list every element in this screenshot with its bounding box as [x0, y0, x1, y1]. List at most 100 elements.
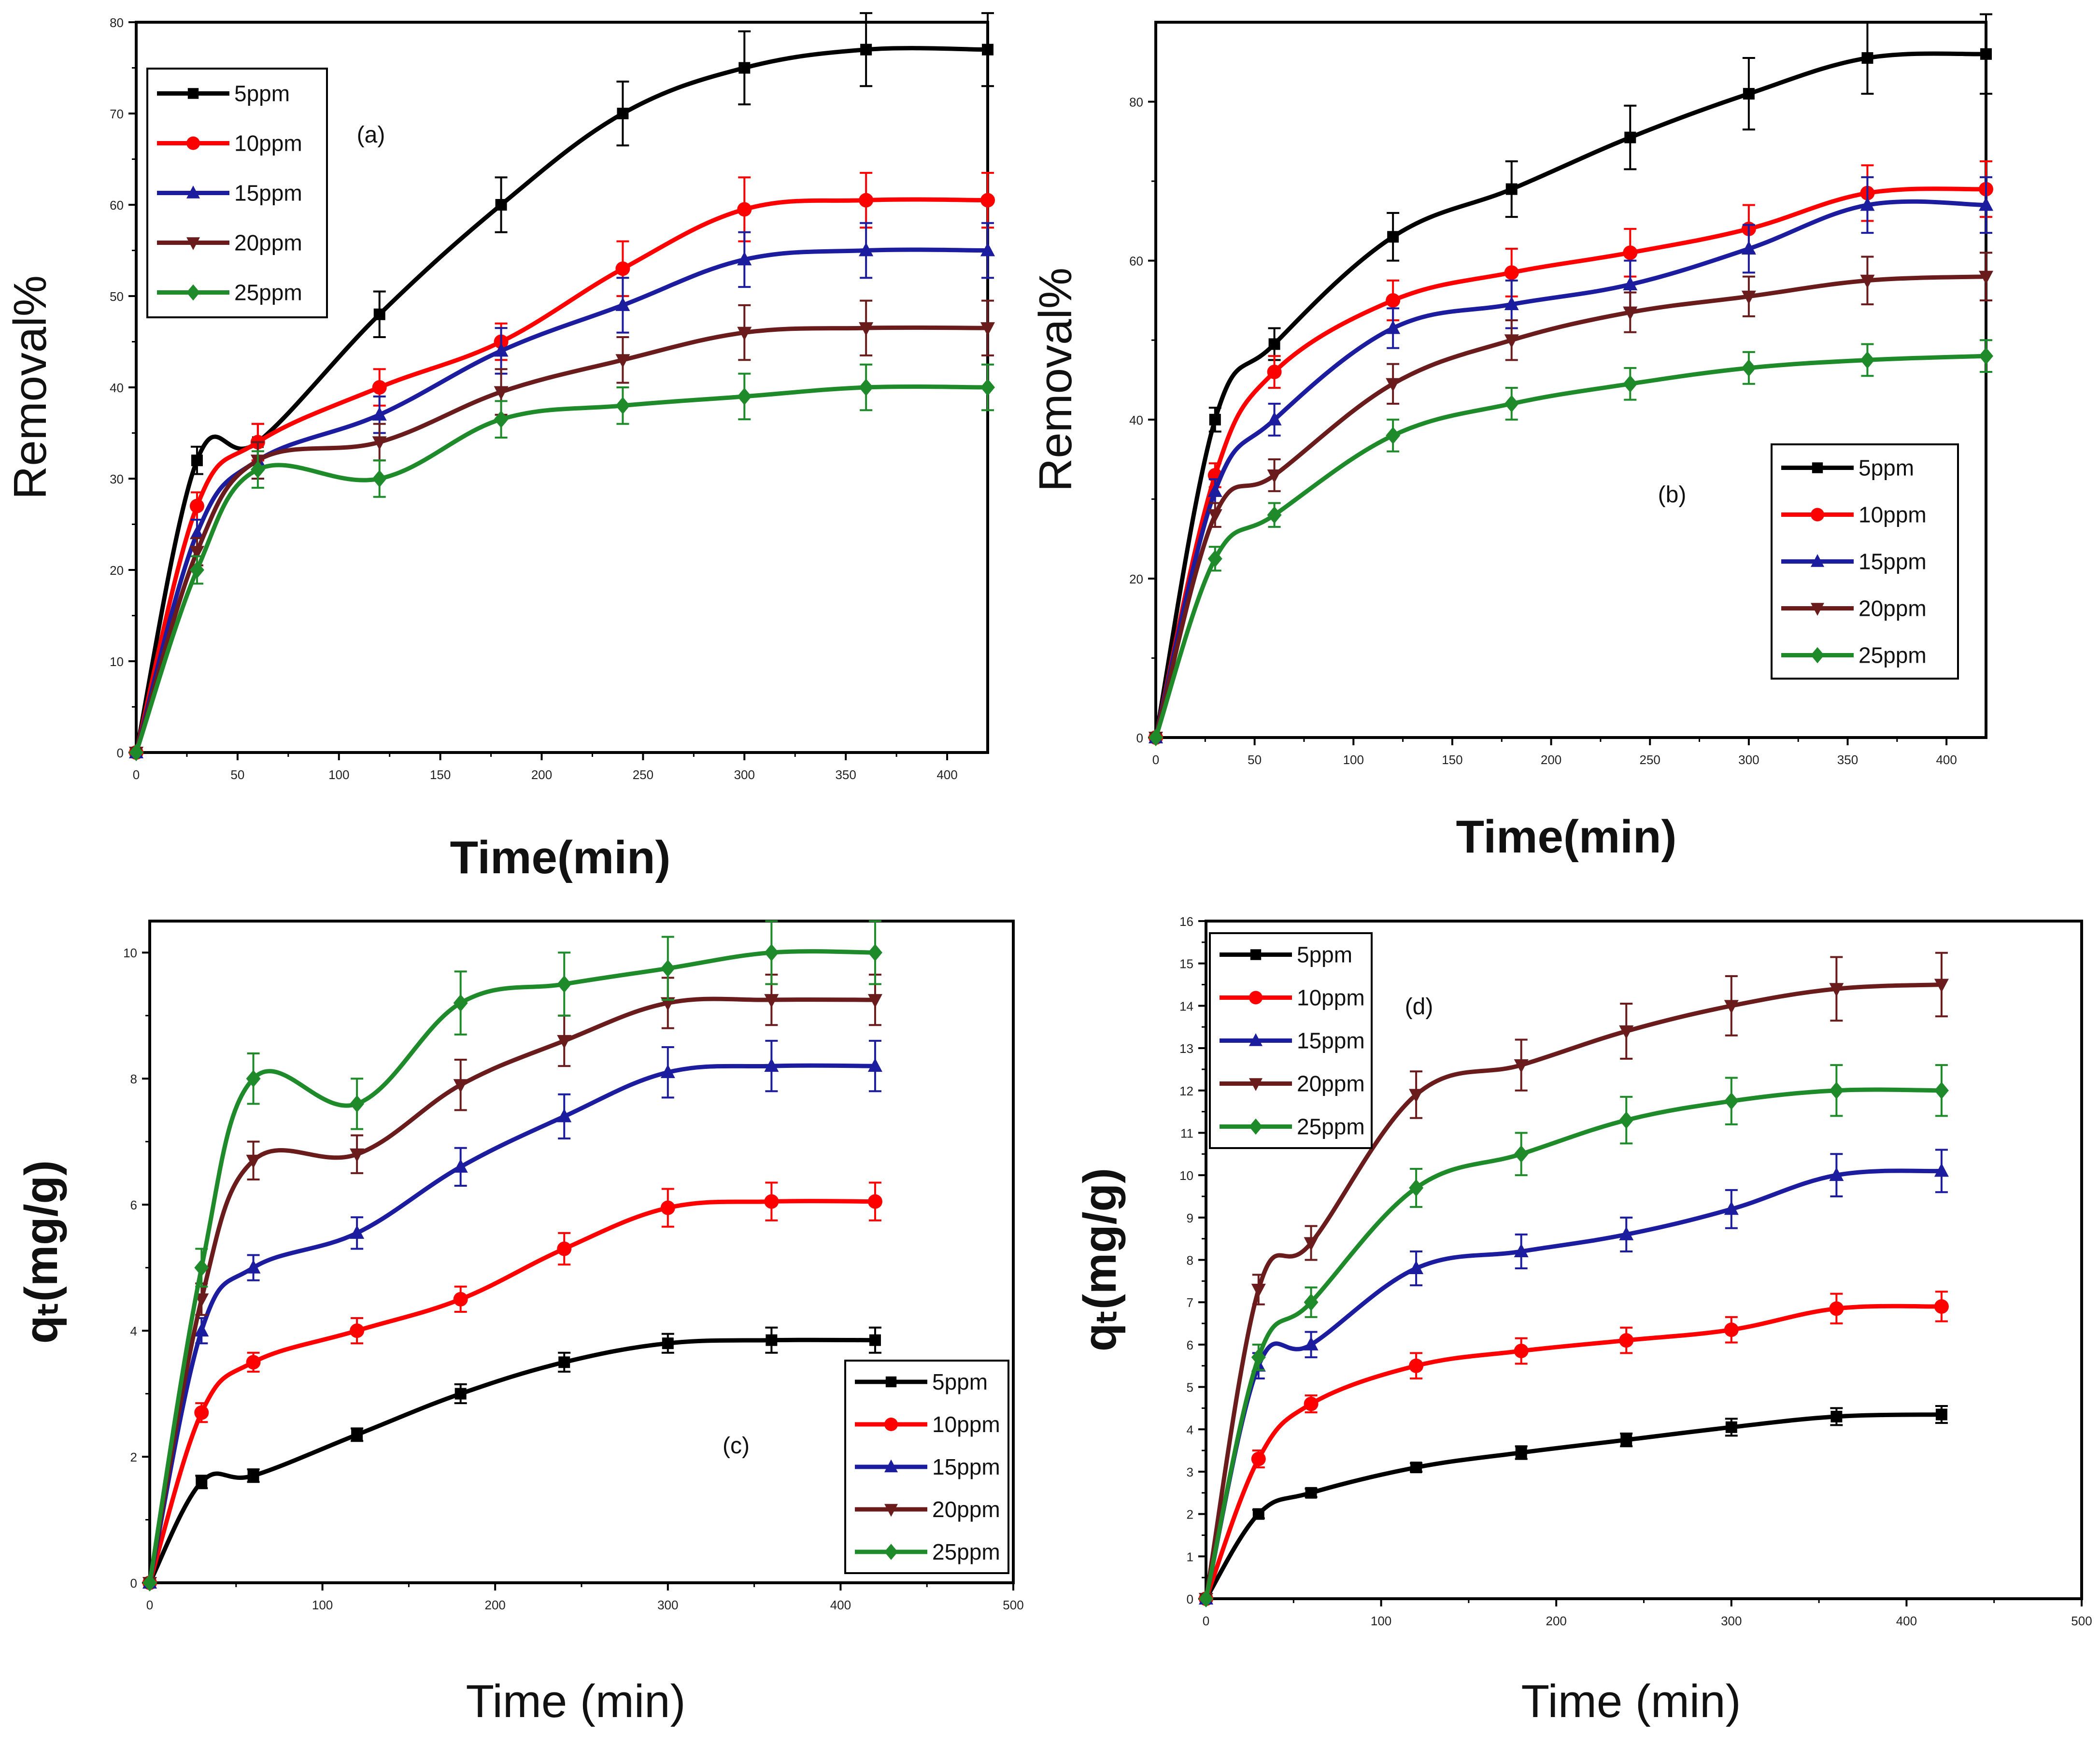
series-line [147, 1199, 875, 1584]
data-point [1619, 1333, 1634, 1348]
data-point [246, 1355, 261, 1370]
data-point [737, 327, 752, 341]
x-tick-label: 100 [1343, 753, 1364, 767]
data-point [350, 1323, 365, 1338]
data-point [1623, 375, 1638, 393]
data-point [1619, 1226, 1634, 1240]
x-tick-label: 250 [633, 767, 653, 782]
legend-marker [1811, 603, 1824, 616]
data-point [1409, 1179, 1424, 1197]
x-tick-label: 50 [230, 767, 244, 782]
data-point [660, 1064, 675, 1079]
legend-label: 5ppm [1297, 942, 1352, 967]
y-tick-label: 10 [110, 654, 124, 669]
data-point [1251, 1349, 1266, 1366]
data-point [764, 944, 779, 962]
y-tick-label: 0 [1136, 731, 1143, 745]
data-point [1514, 1145, 1529, 1163]
legend-marker [1811, 508, 1824, 522]
x-axis-label: Time(min) [450, 832, 671, 883]
y-tick-label: 8 [130, 1072, 137, 1086]
data-point [1620, 1434, 1632, 1446]
data-point [1409, 1358, 1424, 1373]
data-point [1829, 1081, 1844, 1099]
data-point [247, 1470, 259, 1482]
data-point [194, 1322, 209, 1337]
x-tick-label: 200 [1541, 753, 1561, 767]
data-point [1934, 1163, 1949, 1177]
data-point [859, 193, 874, 208]
series-5ppm [144, 1326, 881, 1589]
y-tick-label: 40 [110, 381, 124, 395]
y-tick-label: 6 [130, 1198, 137, 1212]
y-tick-label: 2 [1187, 1507, 1193, 1522]
x-tick-label: 300 [1738, 753, 1759, 767]
data-point [557, 1035, 572, 1049]
data-point [1386, 320, 1401, 334]
x-tick-label: 250 [1640, 753, 1660, 767]
series-25ppm [142, 920, 882, 1591]
y-tick-label: 5 [1187, 1380, 1193, 1395]
series-line [1204, 1412, 1942, 1600]
legend-label: 25ppm [932, 1539, 1000, 1564]
data-point [372, 407, 387, 421]
y-tick-label: 10 [123, 946, 137, 960]
data-point [1409, 1260, 1424, 1275]
data-point [867, 1194, 882, 1209]
data-point [615, 397, 630, 414]
data-point [1979, 347, 1993, 365]
y-tick-label: 15 [1179, 957, 1193, 971]
chart-panel: 0 100 200 300 400 500012345678910111213141516… [1074, 914, 2092, 1727]
data-point [142, 1574, 157, 1591]
y-tick-label: 60 [1129, 254, 1143, 269]
legend-label: 10ppm [234, 131, 302, 156]
data-point [1504, 395, 1519, 412]
data-point [372, 470, 387, 487]
data-point [662, 1337, 674, 1349]
y-tick-label: 11 [1180, 1126, 1193, 1140]
data-point [867, 994, 882, 1008]
series-15ppm [142, 1039, 882, 1589]
data-point [350, 1095, 365, 1113]
y-tick-label: 1 [1187, 1549, 1193, 1564]
legend-marker [885, 1376, 897, 1388]
data-point [557, 1241, 572, 1256]
x-tick-label: 400 [936, 767, 957, 782]
data-point [1207, 509, 1222, 523]
plot-frame [1154, 21, 1987, 739]
data-point [1207, 483, 1222, 497]
y-tick-label: 40 [1129, 413, 1143, 427]
data-point [372, 436, 387, 450]
data-point [1860, 274, 1875, 289]
y-tick-label: 20 [110, 563, 124, 578]
data-point [860, 43, 872, 56]
legend-label: 20ppm [1297, 1071, 1365, 1096]
data-point [1724, 1322, 1739, 1337]
legend: 5ppm 10ppm 15ppm 20ppm 25ppm [146, 68, 328, 318]
data-point [373, 308, 385, 320]
data-point [1624, 131, 1636, 143]
x-tick-label: 200 [485, 1598, 506, 1612]
x-tick-label: 200 [1546, 1614, 1567, 1628]
data-point [1829, 1167, 1844, 1181]
legend-label: 15ppm [1297, 1028, 1365, 1053]
legend-label: 15ppm [1859, 549, 1927, 574]
data-point [1935, 1408, 1947, 1420]
data-point [1934, 1081, 1949, 1099]
data-point [1725, 1421, 1737, 1433]
data-point [1504, 265, 1519, 280]
data-point [982, 43, 993, 56]
data-point [869, 1334, 881, 1346]
y-tick-label: 16 [1179, 914, 1193, 929]
series-line [147, 1063, 875, 1583]
series-line [147, 1337, 875, 1584]
x-tick-label: 100 [1371, 1614, 1391, 1628]
legend-marker [884, 1418, 898, 1431]
series-line [134, 384, 988, 753]
legend-label: 20ppm [234, 230, 302, 256]
data-point [1505, 183, 1518, 195]
y-tick-label: 4 [130, 1324, 137, 1338]
data-point [1267, 365, 1282, 380]
data-point [494, 386, 509, 400]
data-point [1514, 1059, 1529, 1073]
